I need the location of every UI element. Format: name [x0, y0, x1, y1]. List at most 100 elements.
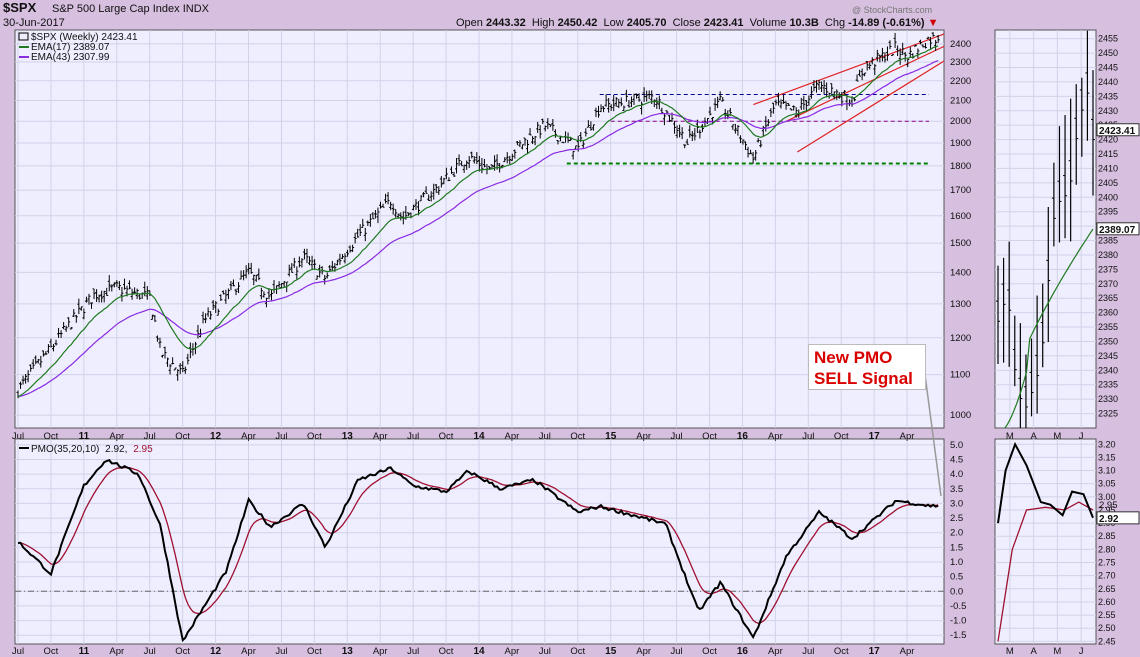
- pmo-y-tick-label: 1.5: [950, 542, 963, 553]
- zoom-y-tick-label: 2345: [1098, 351, 1118, 361]
- ema43-line: [17, 59, 939, 398]
- zoom-y-tick-label: 2330: [1098, 394, 1118, 404]
- pmo-x-tick-label: Oct: [570, 646, 585, 657]
- volume-label: Volume: [749, 17, 787, 29]
- zoom-y-tick-label: 2365: [1098, 293, 1118, 303]
- zoom-pmo-tick-label: 2.50: [1098, 623, 1116, 633]
- zoom-pmo-x-tick-label: A: [1030, 646, 1037, 657]
- price-y-tick-label: 1000: [950, 410, 971, 421]
- pmo-y-tick-label: 4.0: [950, 469, 963, 480]
- price-x-tick-label: 12: [210, 431, 222, 442]
- price-y-tick-label: 2400: [950, 39, 971, 50]
- pmo-y-tick-label: 2.5: [950, 513, 963, 524]
- zoom-y-tick-label: 2430: [1098, 106, 1118, 116]
- zoom-pmo-tick-label: 2.95: [1098, 505, 1116, 515]
- price-x-tick-label: 17: [869, 431, 881, 442]
- price-x-tick-label: 13: [342, 431, 354, 442]
- zoom-y-tick-label: 2405: [1098, 178, 1118, 188]
- price-y-tick-label: 1100: [950, 370, 970, 381]
- price-x-tick-label: Apr: [768, 431, 783, 442]
- pmo-y-tick-label: -1.5: [950, 630, 966, 641]
- zoom-pmo-panel: [994, 438, 1097, 645]
- zoom-last-price-label-text: 2423.41: [1099, 126, 1136, 137]
- zoom-y-tick-label: 2380: [1098, 250, 1118, 260]
- price-y-tick-label: 1300: [950, 299, 971, 310]
- zoom-pmo-tick-label: 2.75: [1098, 558, 1116, 568]
- open-value: 2443.32: [485, 17, 526, 29]
- price-x-tick-label: Jul: [802, 431, 814, 442]
- pmo-x-tick-label: 12: [210, 646, 222, 657]
- zoom-pmo-value-label-text: 2.92: [1099, 514, 1119, 525]
- zoom-x-tick-label: A: [1030, 431, 1037, 442]
- price-y-tick-label: 1700: [950, 185, 971, 196]
- pmo-legend: PMO(35,20,10) 2.92, 2.95: [19, 444, 153, 455]
- pmo-grid: [15, 439, 944, 644]
- pmo-y-tick-label: 2.0: [950, 528, 963, 539]
- price-y-tick-label: 1900: [950, 138, 971, 149]
- zoom-ema-value-label: 2389.07: [1096, 222, 1140, 236]
- zoom-pmo-signal-line: [997, 501, 1094, 642]
- zoom-y-tick-label: 2340: [1098, 365, 1118, 375]
- pmo-y-tick-label: 0.5: [950, 572, 963, 583]
- price-y-tick-label: 1400: [950, 267, 971, 278]
- zoom-y-tick-label: 2440: [1098, 77, 1118, 87]
- price-x-tick-label: Apr: [505, 431, 520, 442]
- pmo-x-tick-label: 14: [473, 646, 485, 657]
- legend-pmo-label: PMO(35,20,10): [31, 444, 99, 455]
- symbol: $SPX: [3, 0, 37, 15]
- pmo-x-tick-label: Jul: [539, 646, 551, 657]
- ema17-line: [17, 45, 939, 398]
- high-value: 2450.42: [557, 17, 598, 29]
- zoom-pmo-tick-label: 3.10: [1098, 466, 1116, 476]
- low-label: Low: [603, 17, 624, 29]
- pmo-x-tick-label: Oct: [834, 646, 849, 657]
- zoom-y-tick-label: 2410: [1098, 163, 1118, 173]
- zoom-y-tick-label: 2360: [1098, 308, 1118, 318]
- zoom-pmo-tick-label: 2.80: [1098, 544, 1116, 554]
- zoom-pmo-tick-label: 3.05: [1098, 479, 1116, 489]
- zoom-pmo-x-tick-label: M: [1053, 646, 1061, 657]
- zoom-y-tick-label: 2385: [1098, 236, 1118, 246]
- ohlc-summary: Open 2443.32 High 2450.42 Low 2405.70 Cl…: [456, 17, 939, 29]
- zoom-ema-line: [1004, 228, 1094, 428]
- index-name: S&P 500 Large Cap Index INDX: [52, 3, 209, 15]
- pmo-x-tick-label: Jul: [144, 646, 156, 657]
- price-x-tick-label: Oct: [439, 431, 454, 442]
- pmo-x-tick-label: 16: [737, 646, 749, 657]
- trend-channel-line: [796, 60, 944, 153]
- price-x-tick-label: Apr: [109, 431, 124, 442]
- pmo-x-tick-label: 13: [342, 646, 354, 657]
- close-value: 2423.41: [703, 17, 744, 29]
- zoom-grid: [995, 30, 1096, 644]
- pmo-y-tick-label: 4.5: [950, 455, 963, 466]
- open-label: Open: [456, 17, 483, 29]
- zoom-y-tick-label: 2435: [1098, 91, 1118, 101]
- zoom-pmo-tick-label: 2.55: [1098, 610, 1116, 620]
- price-legend: $SPX (Weekly) 2423.41 EMA(17) 2389.07 EM…: [18, 32, 138, 63]
- price-x-tick-label: 15: [605, 431, 617, 442]
- zoom-y-tick-label: 2355: [1098, 322, 1118, 332]
- pmo-line: [17, 459, 939, 643]
- price-x-tick-label: Oct: [570, 431, 585, 442]
- down-arrow-icon: ▼: [927, 17, 939, 29]
- axes: Jul Jul Oct Oct 11 11 Apr Apr Jul Jul Oct Oct 12 12 Ap…: [12, 34, 1140, 657]
- price-x-tick-label: Apr: [636, 431, 651, 442]
- watermark: @ StockCharts.com: [852, 5, 933, 15]
- price-x-tick-label: Apr: [241, 431, 256, 442]
- price-x-tick-label: Jul: [539, 431, 551, 442]
- zoom-pmo-tick-label: 3.15: [1098, 452, 1116, 462]
- price-x-tick-label: Oct: [175, 431, 190, 442]
- zoom-pmo-tick-label: 2.60: [1098, 597, 1116, 607]
- zoom-last-price-label: 2423.41: [1096, 123, 1140, 137]
- bar-legend-icon: [18, 32, 29, 41]
- zoom-y-tick-label: 2450: [1098, 48, 1118, 58]
- price-y-tick-label: 2100: [950, 96, 971, 107]
- chart-date: 30-Jun-2017: [3, 17, 65, 29]
- pmo-x-tick-label: Apr: [636, 646, 651, 657]
- chg-value: -14.89 (-0.61%): [848, 17, 925, 29]
- pmo-x-tick-label: Apr: [768, 646, 783, 657]
- zoom-pmo-tick-label: 2.70: [1098, 571, 1116, 581]
- zoom-ema-value-label-text: 2389.07: [1099, 225, 1136, 236]
- zoom-x-tick-label: J: [1079, 431, 1084, 442]
